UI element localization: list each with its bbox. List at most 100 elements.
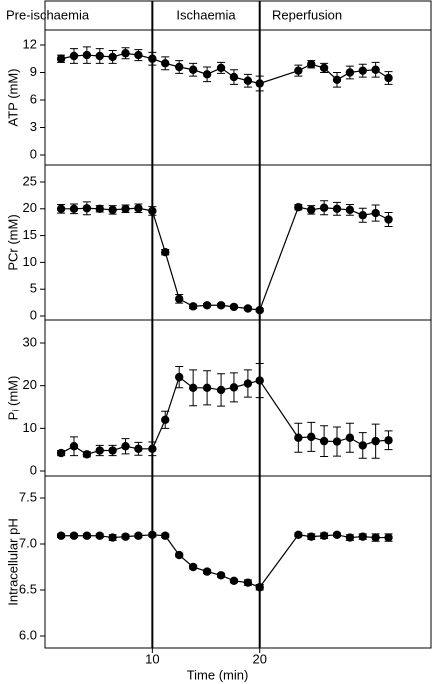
- data-point: [216, 63, 226, 73]
- data-point: [188, 65, 198, 74]
- phase-label: Reperfusion: [272, 7, 342, 22]
- data-point: [121, 442, 130, 451]
- y-tick-label: 6.0: [19, 627, 37, 642]
- data-line: [61, 206, 389, 311]
- data-point: [69, 204, 79, 213]
- data-point: [161, 248, 170, 257]
- data-point: [216, 301, 226, 310]
- data-point: [134, 531, 143, 540]
- data-point: [69, 531, 79, 540]
- data-point: [202, 567, 212, 576]
- data-point: [134, 204, 143, 213]
- data-point: [332, 204, 342, 213]
- y-tick-label: 30: [23, 334, 37, 349]
- y-tick-label: 6: [30, 91, 37, 106]
- y-axis-label: PCr (mM): [5, 214, 20, 270]
- data-point: [307, 60, 316, 69]
- data-point: [134, 50, 143, 60]
- data-point: [255, 376, 264, 385]
- data-point: [216, 385, 226, 395]
- data-point: [358, 532, 367, 541]
- y-tick-label: 10: [23, 254, 37, 269]
- data-point: [95, 204, 104, 213]
- y-tick-label: 25: [23, 173, 37, 188]
- data-point: [243, 304, 253, 313]
- y-axis-label: ATP (mM): [5, 68, 20, 126]
- y-tick-label: 0: [30, 146, 37, 161]
- data-point: [294, 202, 303, 212]
- data-point: [69, 51, 79, 61]
- data-point: [174, 372, 184, 382]
- data-point: [188, 302, 198, 311]
- data-point: [229, 576, 239, 585]
- data-point: [243, 379, 253, 388]
- data-point: [148, 444, 157, 454]
- data-point: [82, 531, 92, 540]
- x-tick-label: 10: [145, 651, 159, 666]
- data-point: [56, 204, 66, 213]
- data-point: [56, 531, 66, 540]
- data-point: [384, 215, 393, 224]
- data-point: [108, 52, 117, 62]
- y-tick-label: 9: [30, 64, 37, 79]
- data-point: [202, 383, 212, 392]
- data-point: [345, 533, 355, 542]
- data-point: [332, 75, 342, 85]
- data-point: [332, 530, 342, 539]
- frame: [44, 0, 432, 649]
- x-tick-label: 20: [252, 651, 266, 666]
- data-point: [345, 68, 355, 77]
- y-axis-label: Intracellular pH: [5, 518, 20, 605]
- data-point: [82, 450, 92, 459]
- data-point: [319, 531, 329, 540]
- data-point: [319, 436, 329, 446]
- y-tick-label: 10: [23, 420, 37, 435]
- data-point: [174, 550, 184, 560]
- data-point: [148, 530, 157, 539]
- data-point: [229, 302, 239, 312]
- data-point: [56, 54, 66, 63]
- data-point: [307, 532, 316, 541]
- data-point: [332, 437, 342, 446]
- data-point: [371, 533, 380, 542]
- data-point: [384, 436, 393, 445]
- data-point: [345, 205, 355, 215]
- data-point: [384, 73, 393, 83]
- data-point: [384, 533, 393, 542]
- phase-label: Ischaemia: [176, 7, 236, 22]
- data-point: [82, 204, 92, 213]
- data-point: [371, 208, 380, 218]
- data-point: [319, 203, 329, 212]
- y-tick-label: 0: [30, 462, 37, 477]
- data-point: [69, 442, 79, 451]
- y-tick-label: 7.0: [19, 535, 37, 550]
- data-point: [255, 305, 264, 315]
- y-tick-label: 7.5: [19, 489, 37, 504]
- data-point: [95, 446, 104, 455]
- y-tick-label: 5: [30, 281, 37, 296]
- data-point: [108, 446, 117, 455]
- data-point: [307, 205, 316, 215]
- data-point: [358, 441, 367, 450]
- data-point: [255, 583, 264, 592]
- data-point: [148, 54, 157, 63]
- data-point: [358, 211, 367, 220]
- data-point: [56, 448, 66, 458]
- y-tick-label: 20: [23, 200, 37, 215]
- data-point: [294, 530, 303, 539]
- data-point: [202, 301, 212, 310]
- data-point: [174, 294, 184, 304]
- data-point: [294, 66, 303, 75]
- data-point: [134, 444, 143, 454]
- y-tick-label: 12: [23, 36, 37, 51]
- data-point: [371, 65, 380, 74]
- data-point: [371, 436, 380, 446]
- data-point: [307, 432, 316, 442]
- data-point: [294, 433, 303, 442]
- data-point: [345, 433, 355, 442]
- data-point: [161, 531, 170, 540]
- y-tick-label: 20: [23, 377, 37, 392]
- data-point: [108, 533, 117, 542]
